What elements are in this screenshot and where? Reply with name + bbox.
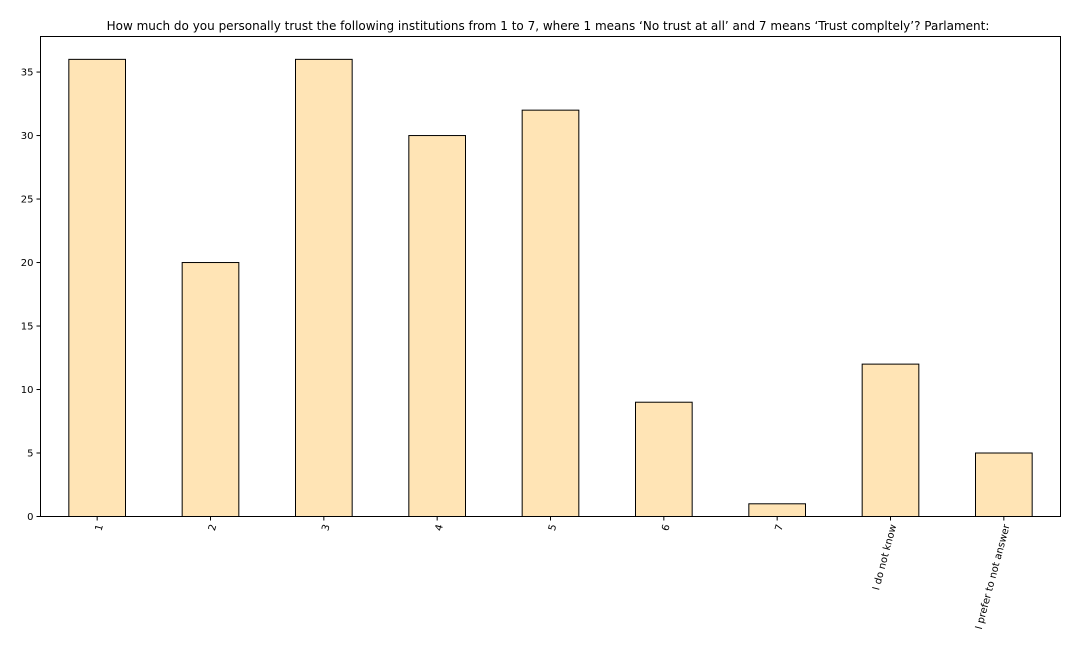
- x-tick-label-4: 4: [434, 523, 446, 532]
- bar-3: [295, 58, 353, 517]
- y-tick-label-30: 30: [21, 131, 34, 142]
- x-tick-label-2: 2: [207, 523, 219, 532]
- y-tick-label-35: 35: [21, 68, 34, 79]
- x-axis-ticks: 1 2 3 4 5 6 7 I do not know I prefer to not answ…: [94, 516, 1013, 631]
- bar-6: [635, 401, 693, 518]
- x-tick-label-i-prefer-to-not-answer: I prefer to not answer: [974, 522, 1013, 630]
- y-tick-label-10: 10: [21, 385, 34, 396]
- bar-4: [408, 135, 467, 518]
- x-tick-label-6: 6: [660, 523, 672, 532]
- x-tick-label-7: 7: [774, 523, 786, 532]
- x-tick-label-3: 3: [320, 523, 332, 532]
- bar-2: [181, 262, 240, 517]
- chart-title: How much do you personally trust the fol…: [107, 19, 990, 33]
- plot-frame: [40, 36, 1061, 517]
- y-tick-label-15: 15: [21, 322, 34, 333]
- bar-7: [748, 503, 806, 517]
- bar-1: [68, 58, 127, 517]
- y-tick-label-0: 0: [27, 512, 33, 523]
- x-tick-label-1: 1: [94, 523, 106, 532]
- bar-i-prefer-to-not-answer: [975, 452, 1033, 517]
- bar-5: [521, 109, 580, 518]
- x-tick-label-i-do-not-know: I do not know: [871, 523, 899, 591]
- bars-group: [68, 58, 1033, 518]
- y-tick-label-5: 5: [27, 449, 33, 460]
- y-tick-label-25: 25: [21, 195, 34, 206]
- y-axis-ticks: 0 5 10 15 20 25 30 35: [21, 68, 41, 523]
- bar-i-do-not-know: [861, 363, 920, 517]
- y-tick-label-20: 20: [21, 258, 34, 269]
- x-tick-label-5: 5: [547, 523, 559, 532]
